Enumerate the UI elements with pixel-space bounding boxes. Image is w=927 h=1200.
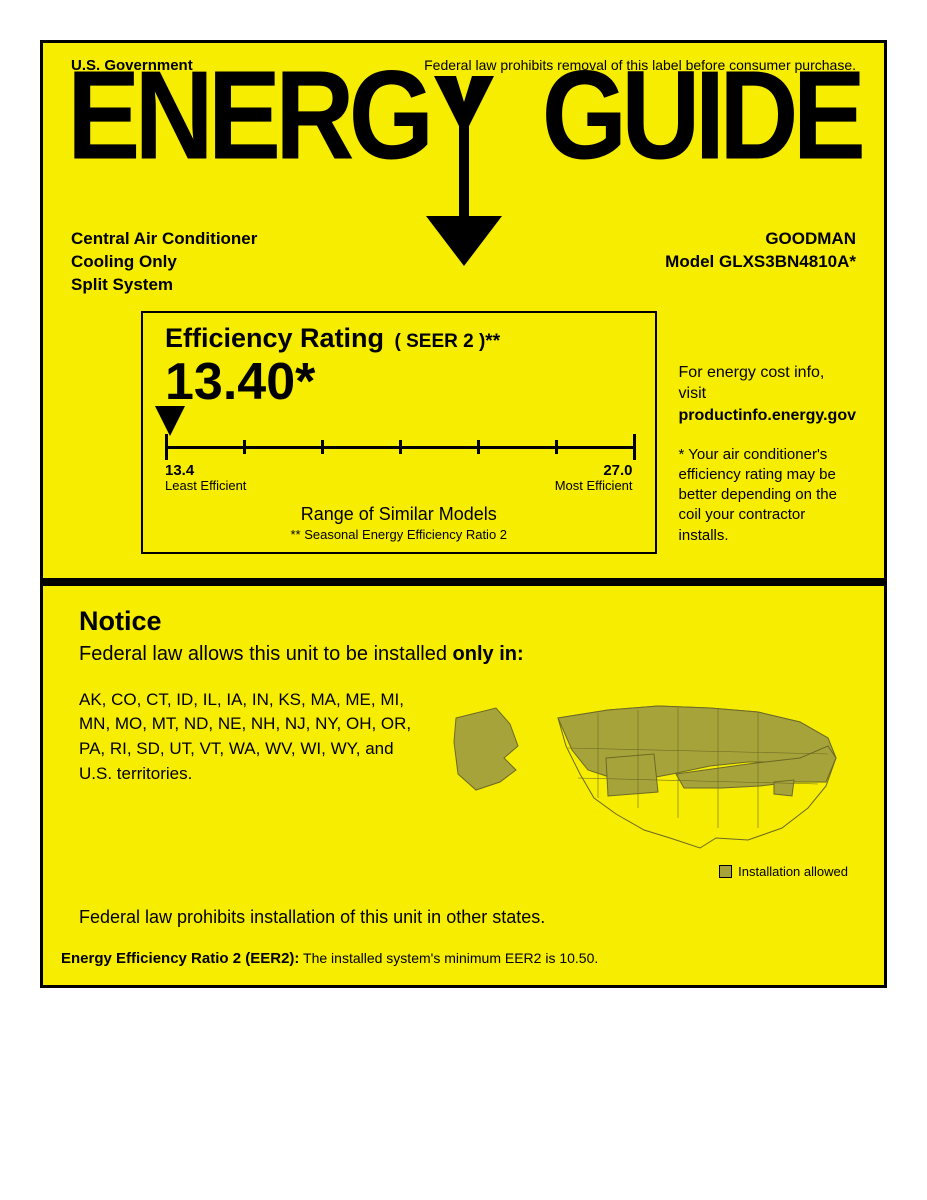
rating-box: Efficiency Rating ( SEER 2 )** 13.40* 13… — [141, 311, 657, 554]
scale-tick — [555, 440, 558, 454]
logo-arrow-icon — [414, 76, 514, 276]
product-system: Split System — [71, 274, 257, 297]
legend-text: Installation allowed — [738, 864, 848, 879]
visit-url: productinfo.energy.gov — [679, 407, 856, 424]
product-right: GOODMAN Model GLXS3BN4810A* — [665, 228, 856, 297]
scale-tick — [165, 434, 168, 460]
scale-pointer-icon — [155, 406, 185, 440]
us-map-icon — [448, 688, 848, 858]
scale-min: 13.4 — [165, 462, 194, 479]
notice-sub-pre: Federal law allows this unit to be insta… — [79, 643, 453, 665]
range-label: Range of Similar Models — [165, 504, 633, 525]
visit-pre: For energy cost info, visit — [679, 364, 825, 403]
scale-tick — [399, 440, 402, 454]
eer-row: Energy Efficiency Ratio 2 (EER2): The in… — [43, 936, 884, 985]
logo-row: ENERG GUIDE — [71, 68, 856, 238]
notice-sub: Federal law allows this unit to be insta… — [79, 643, 848, 666]
logo-guide: GUIDE — [542, 42, 860, 188]
scale-tick — [633, 434, 636, 460]
rating-title-row: Efficiency Rating ( SEER 2 )** — [165, 323, 633, 354]
product-model: Model GLXS3BN4810A* — [665, 251, 856, 274]
energy-guide-label: U.S. Government Federal law prohibits re… — [40, 40, 887, 988]
scale-tick — [321, 440, 324, 454]
map-wrap: Installation allowed — [448, 688, 848, 879]
logo-energy: ENERG — [67, 42, 428, 188]
side-info: For energy cost info, visit productinfo.… — [679, 362, 856, 554]
range-sub: ** Seasonal Energy Efficiency Ratio 2 — [165, 527, 633, 542]
prohibit-text: Federal law prohibits installation of th… — [79, 907, 848, 928]
eer-label: Energy Efficiency Ratio 2 (EER2): — [61, 950, 299, 967]
visit-block: For energy cost info, visit productinfo.… — [679, 362, 856, 427]
notice-title: Notice — [79, 606, 848, 637]
section-divider — [43, 578, 884, 586]
states-list: AK, CO, CT, ID, IL, IA, IN, KS, MA, ME, … — [79, 688, 420, 787]
notice-sub-bold: only in: — [453, 643, 524, 665]
rating-scale: 13.4 27.0 Least Efficient Most Efficient — [165, 414, 633, 494]
map-legend: Installation allowed — [719, 864, 848, 879]
disclaimer: * Your air conditioner's efficiency rati… — [679, 445, 856, 546]
rating-title: Efficiency Rating — [165, 323, 384, 353]
scale-min-label: Least Efficient — [165, 478, 246, 493]
eer-text: The installed system's minimum EER2 is 1… — [299, 950, 598, 966]
top-section: U.S. Government Federal law prohibits re… — [43, 43, 884, 297]
rating-value: 13.40* — [165, 352, 633, 412]
mid-row: Efficiency Rating ( SEER 2 )** 13.40* 13… — [43, 297, 884, 578]
rating-metric: ( SEER 2 )** — [395, 331, 501, 352]
legend-swatch — [719, 865, 732, 878]
scale-max: 27.0 — [603, 462, 632, 479]
scale-tick — [477, 440, 480, 454]
notice-body: AK, CO, CT, ID, IL, IA, IN, KS, MA, ME, … — [79, 688, 848, 879]
scale-tick — [243, 440, 246, 454]
product-left: Central Air Conditioner Cooling Only Spl… — [71, 228, 257, 297]
product-mode: Cooling Only — [71, 251, 257, 274]
scale-max-label: Most Efficient — [555, 478, 633, 493]
notice-section: Notice Federal law allows this unit to b… — [43, 586, 884, 936]
